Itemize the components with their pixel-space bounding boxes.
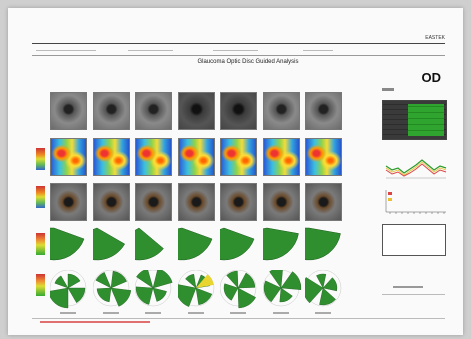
footer-note bbox=[40, 321, 150, 323]
enface-image bbox=[220, 183, 257, 221]
enface-image bbox=[262, 183, 300, 221]
eye-label: OD bbox=[421, 70, 442, 85]
fundus-image bbox=[92, 92, 130, 130]
clock-chart bbox=[220, 270, 260, 310]
heatmap-scale-bar bbox=[36, 148, 45, 170]
sector-chart bbox=[135, 226, 175, 266]
report-sheet: EASTEK Glaucoma Optic Disc Guided Analys… bbox=[8, 8, 463, 335]
brand-logo: EASTEK bbox=[425, 35, 445, 41]
thickness-heatmap bbox=[262, 138, 300, 176]
fundus-image bbox=[305, 92, 342, 130]
visit-date-label bbox=[272, 312, 289, 314]
enface-image bbox=[305, 183, 342, 221]
thickness-table bbox=[382, 100, 447, 140]
dob-field bbox=[213, 48, 258, 54]
enface-image bbox=[135, 183, 172, 221]
enface-scale-bar bbox=[36, 186, 45, 208]
thickness-table-label bbox=[382, 88, 394, 91]
clock-chart bbox=[135, 270, 175, 310]
footer-divider bbox=[32, 318, 445, 319]
visit-date-label bbox=[315, 312, 331, 314]
header-divider bbox=[32, 43, 445, 44]
thickness-heatmap bbox=[92, 138, 130, 176]
visit-date-label bbox=[145, 312, 161, 314]
meta-divider bbox=[32, 55, 445, 56]
normative-green-cells bbox=[408, 104, 444, 136]
enface-image bbox=[92, 183, 130, 221]
clock-chart bbox=[50, 270, 90, 310]
clock-chart bbox=[262, 270, 303, 310]
thickness-heatmap bbox=[177, 138, 215, 176]
sector-chart bbox=[220, 226, 260, 266]
thickness-heatmap bbox=[135, 138, 172, 176]
fundus-image bbox=[177, 92, 215, 130]
sector-chart bbox=[177, 226, 218, 266]
signature-label bbox=[393, 286, 423, 288]
sector-scale-bar bbox=[36, 233, 45, 255]
sector-chart bbox=[305, 226, 345, 266]
thickness-heatmap bbox=[50, 138, 87, 176]
trend-box bbox=[382, 224, 446, 256]
enface-image bbox=[50, 183, 87, 221]
sector-chart bbox=[262, 226, 303, 266]
id-field bbox=[128, 48, 173, 54]
thickness-heatmap bbox=[220, 138, 257, 176]
sector-chart bbox=[50, 226, 90, 266]
visit-date-label bbox=[102, 312, 119, 314]
visit-date-label bbox=[230, 312, 246, 314]
tsnit-plot bbox=[385, 159, 447, 179]
thickness-heatmap bbox=[305, 138, 342, 176]
fundus-image bbox=[50, 92, 87, 130]
fundus-image bbox=[135, 92, 172, 130]
trend-plot bbox=[385, 190, 446, 214]
fundus-image bbox=[262, 92, 300, 130]
report-title: Glaucoma Optic Disc Guided Analysis bbox=[197, 59, 299, 65]
exam-date-field bbox=[303, 48, 333, 54]
sector-chart bbox=[92, 226, 133, 266]
fundus-image bbox=[220, 92, 257, 130]
clock-chart bbox=[92, 270, 133, 310]
patient-field bbox=[36, 48, 96, 54]
visit-date-label bbox=[60, 312, 76, 314]
enface-image bbox=[177, 183, 215, 221]
clock-chart bbox=[305, 270, 345, 310]
visit-date-label bbox=[187, 312, 204, 314]
clock-scale-bar bbox=[36, 274, 45, 296]
signature-line bbox=[382, 294, 445, 295]
clock-chart bbox=[177, 270, 218, 310]
